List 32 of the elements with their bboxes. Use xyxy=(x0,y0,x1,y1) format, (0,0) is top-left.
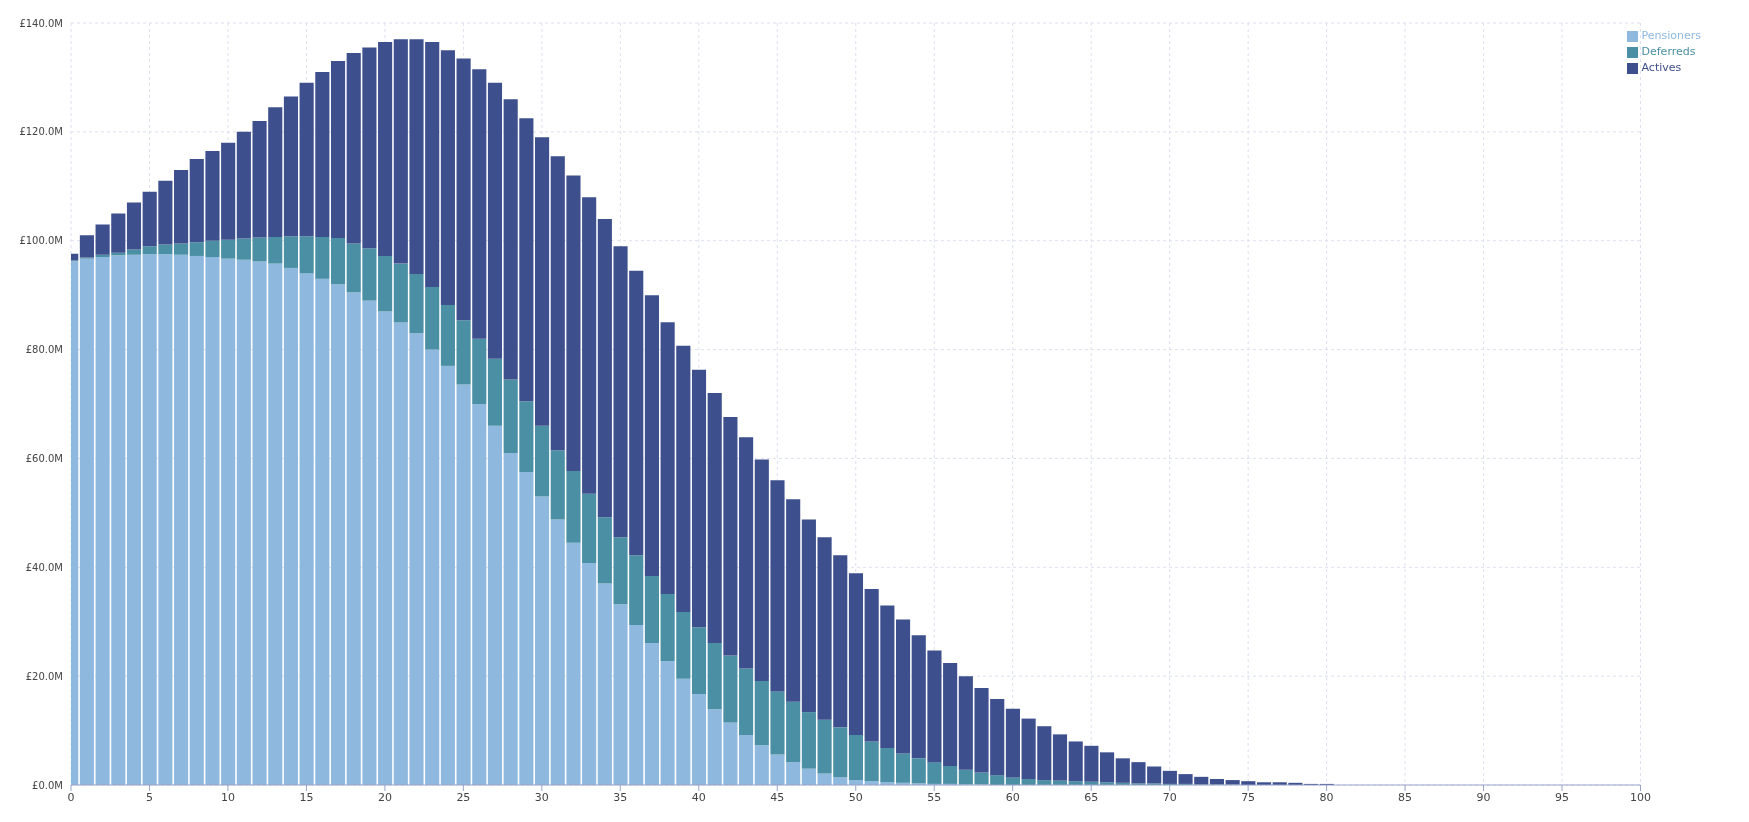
y-tick-label: £80.0M xyxy=(25,344,63,356)
y-tick-label: £140.0M xyxy=(19,17,63,29)
x-tick-label: 90 xyxy=(1476,790,1491,804)
x-tick-label: 35 xyxy=(613,790,628,804)
legend-label: Deferreds xyxy=(1641,45,1696,58)
x-tick-label: 85 xyxy=(1398,790,1413,804)
x-tick-label: 10 xyxy=(220,790,235,804)
y-tick-label: £0.0M xyxy=(32,779,63,791)
x-tick-label: 5 xyxy=(145,790,153,804)
x-tick-label: 40 xyxy=(691,790,706,804)
x-tick-label: 30 xyxy=(534,790,549,804)
x-tick-label: 100 xyxy=(1630,790,1651,804)
legend-label: Actives xyxy=(1641,61,1682,74)
y-tick-label: £20.0M xyxy=(25,670,63,682)
y-tick-label: £40.0M xyxy=(25,561,63,573)
x-tick-label: 75 xyxy=(1241,790,1256,804)
legend-label: Pensioners xyxy=(1641,29,1701,42)
x-tick-label: 20 xyxy=(377,790,392,804)
x-tick-label: 45 xyxy=(770,790,785,804)
y-tick-label: £100.0M xyxy=(19,235,63,247)
x-tick-label: 55 xyxy=(927,790,942,804)
x-tick-label: 95 xyxy=(1555,790,1570,804)
x-tick-label: 0 xyxy=(67,790,75,804)
x-tick-label: 65 xyxy=(1084,790,1099,804)
x-tick-label: 70 xyxy=(1162,790,1177,804)
y-tick-label: £60.0M xyxy=(25,452,63,464)
x-tick-label: 50 xyxy=(848,790,863,804)
x-tick-label: 80 xyxy=(1319,790,1334,804)
x-tick-label: 25 xyxy=(456,790,471,804)
x-tick-label: 15 xyxy=(299,790,314,804)
x-tick-label: 60 xyxy=(1005,790,1020,804)
y-tick-label: £120.0M xyxy=(19,126,63,138)
